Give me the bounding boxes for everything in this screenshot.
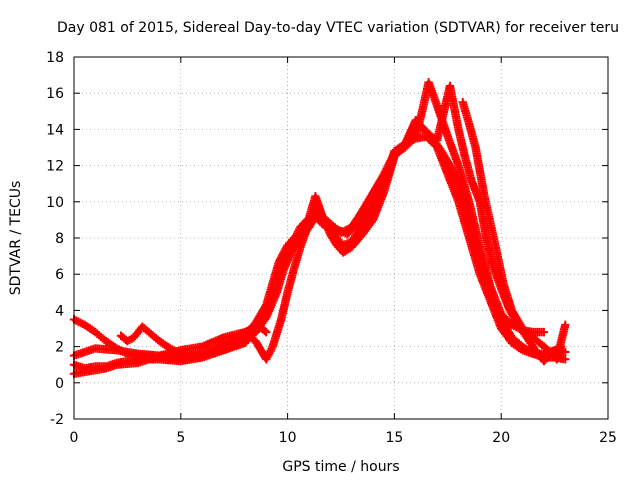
y-tick-label: 8: [55, 231, 64, 247]
y-tick-label: 18: [46, 50, 64, 66]
x-tick-label: 0: [70, 430, 79, 446]
data-layer: [69, 78, 570, 378]
y-tick-label: 6: [55, 267, 64, 283]
y-tick-label: 0: [55, 376, 64, 392]
tick-layer: 0 5 10 15 20 25 -2 0 2 4 6 8 10 12 14 16 18: [46, 50, 617, 446]
x-axis-title: GPS time / hours: [282, 459, 399, 475]
data-point: [262, 327, 271, 337]
data-point: [539, 327, 549, 337]
series-track-e: [458, 98, 570, 364]
y-tick-label: 16: [46, 86, 64, 102]
data-point: [561, 320, 570, 330]
y-axis-title: SDTVAR / TECUs: [8, 181, 24, 296]
data-point: [561, 355, 570, 364]
y-tick-label: 14: [46, 122, 64, 138]
chart-title: Day 081 of 2015, Sidereal Day-to-day VTE…: [57, 20, 619, 36]
data-point: [561, 347, 570, 357]
y-tick-label: 4: [55, 303, 64, 319]
y-tick-label: 2: [55, 340, 64, 356]
grid-layer: [74, 57, 608, 419]
x-tick-label: 10: [279, 430, 297, 446]
x-tick-label: 15: [385, 430, 403, 446]
y-tick-label: 12: [46, 159, 64, 175]
x-tick-label: 5: [176, 430, 185, 446]
x-tick-label: 25: [599, 430, 617, 446]
x-tick-label: 20: [492, 430, 510, 446]
y-tick-label: -2: [50, 412, 64, 428]
y-tick-label: 10: [46, 195, 64, 211]
series-track-f: [116, 322, 271, 360]
